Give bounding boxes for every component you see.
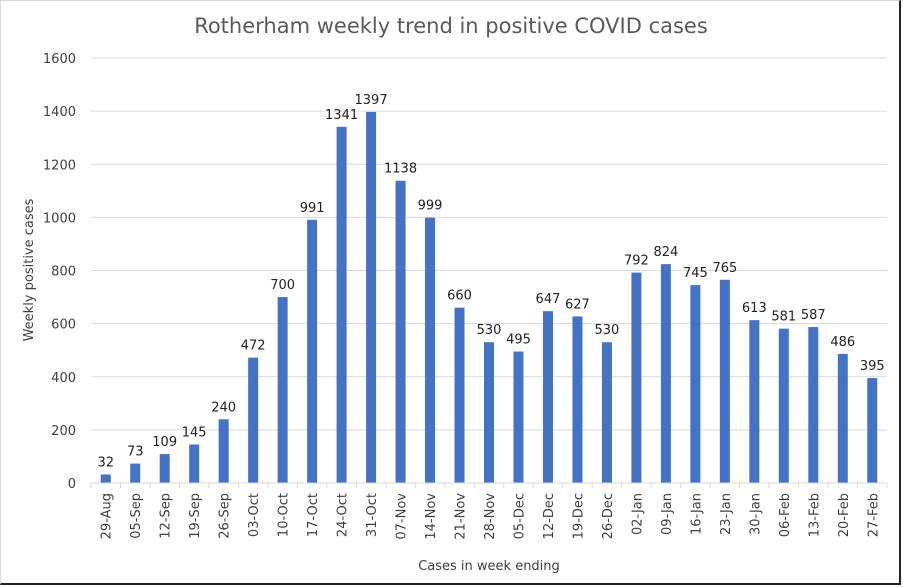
y-tick-label: 1000 <box>43 211 76 226</box>
bar <box>218 419 229 483</box>
x-tick-label: 14-Nov <box>424 493 439 540</box>
x-tick-label: 12-Sep <box>159 493 174 539</box>
data-label: 495 <box>506 333 531 348</box>
bar <box>808 327 819 483</box>
x-tick-label: 20-Feb <box>837 493 852 537</box>
bar <box>307 219 318 483</box>
data-label: 1138 <box>384 162 417 177</box>
data-label: 32 <box>97 456 114 471</box>
x-tick-label: 19-Dec <box>571 493 586 539</box>
bar <box>425 217 436 483</box>
data-label: 1341 <box>325 108 358 123</box>
x-tick-label: 29-Aug <box>100 493 115 539</box>
x-tick-label: 31-Oct <box>365 493 380 537</box>
bar <box>484 342 494 483</box>
bar <box>542 311 553 483</box>
data-label: 991 <box>300 201 325 216</box>
x-axis-label: Cases in week ending <box>418 559 560 574</box>
bar <box>631 272 642 483</box>
y-axis-ticks: 0 200 400 600 800 1000 1200 1400 1600 <box>43 52 76 492</box>
data-label: 792 <box>624 254 649 269</box>
data-label: 587 <box>801 308 826 323</box>
x-tick-label: 19-Sep <box>188 493 203 539</box>
data-label: 530 <box>595 323 620 338</box>
bars <box>100 111 878 483</box>
bar <box>130 463 141 483</box>
y-tick-label: 400 <box>51 371 76 386</box>
x-tick-label: 26-Sep <box>218 493 233 539</box>
chart-title: Rotherham weekly trend in positive COVID… <box>194 14 708 38</box>
bar <box>100 474 111 483</box>
x-tick-label: 10-Oct <box>277 493 292 537</box>
bar <box>277 297 288 483</box>
data-label: 240 <box>211 400 236 415</box>
x-tick-label: 27-Feb <box>866 493 881 537</box>
bar <box>454 307 465 483</box>
bar <box>778 328 789 483</box>
bar <box>601 342 612 483</box>
y-tick-label: 600 <box>51 318 76 333</box>
data-label: 145 <box>182 425 207 440</box>
bar <box>159 454 170 483</box>
x-tick-label: 21-Nov <box>454 493 469 540</box>
data-label: 109 <box>152 435 177 450</box>
y-tick-label: 0 <box>68 477 76 492</box>
x-tick-label: 05-Dec <box>512 493 527 539</box>
x-tick-label: 30-Jan <box>748 493 763 535</box>
x-axis: 29-Aug 05-Sep 12-Sep 19-Sep 26-Sep 03-Oct 10-O… <box>90 482 888 540</box>
data-label: 745 <box>683 266 708 281</box>
x-tick-label: 28-Nov <box>483 493 498 540</box>
data-label: 581 <box>771 310 796 325</box>
x-tick-label: 26-Dec <box>601 493 616 539</box>
data-label: 1397 <box>355 93 388 108</box>
bar <box>395 180 406 483</box>
data-label: 765 <box>712 261 737 276</box>
data-label: 647 <box>536 292 561 307</box>
data-label: 73 <box>127 445 144 460</box>
x-tick-label: 03-Oct <box>247 493 262 537</box>
y-tick-label: 200 <box>51 424 76 439</box>
data-label: 530 <box>477 323 502 338</box>
y-tick-label: 1200 <box>43 158 76 173</box>
data-label: 824 <box>653 245 678 260</box>
x-tick-label: 12-Dec <box>542 493 557 539</box>
x-tick-label: 13-Feb <box>807 493 822 537</box>
data-label: 395 <box>860 359 885 374</box>
bar <box>867 378 878 483</box>
data-label: 999 <box>418 199 443 214</box>
data-label: 700 <box>270 278 295 293</box>
bar <box>690 285 701 483</box>
bar <box>660 264 671 483</box>
x-tick-label: 02-Jan <box>630 493 645 535</box>
data-label: 486 <box>830 335 855 350</box>
y-axis-label: Weekly positive cases <box>22 198 37 341</box>
bar <box>336 126 347 483</box>
x-tick-label: 17-Oct <box>306 493 321 537</box>
x-tick-label: 16-Jan <box>689 493 704 535</box>
data-label: 627 <box>565 297 590 312</box>
x-tick-label: 07-Nov <box>395 493 410 540</box>
bar <box>837 353 848 483</box>
bar <box>572 316 583 483</box>
x-tick-label: 05-Sep <box>129 493 144 539</box>
x-tick-label: 09-Jan <box>660 493 675 535</box>
x-tick-label: 24-Oct <box>336 493 351 537</box>
x-tick-label: 06-Feb <box>778 493 793 537</box>
y-tick-label: 1400 <box>43 105 76 120</box>
x-tick-label: 23-Jan <box>719 493 734 535</box>
data-label: 472 <box>241 339 266 354</box>
bar <box>366 111 377 483</box>
data-label: 660 <box>447 289 472 304</box>
bar <box>189 444 200 483</box>
bar <box>513 351 524 483</box>
data-label: 613 <box>742 301 767 316</box>
bar <box>719 279 730 483</box>
bar <box>749 320 760 483</box>
y-tick-label: 800 <box>51 265 76 280</box>
y-tick-label: 1600 <box>43 52 76 67</box>
bar <box>248 357 259 483</box>
